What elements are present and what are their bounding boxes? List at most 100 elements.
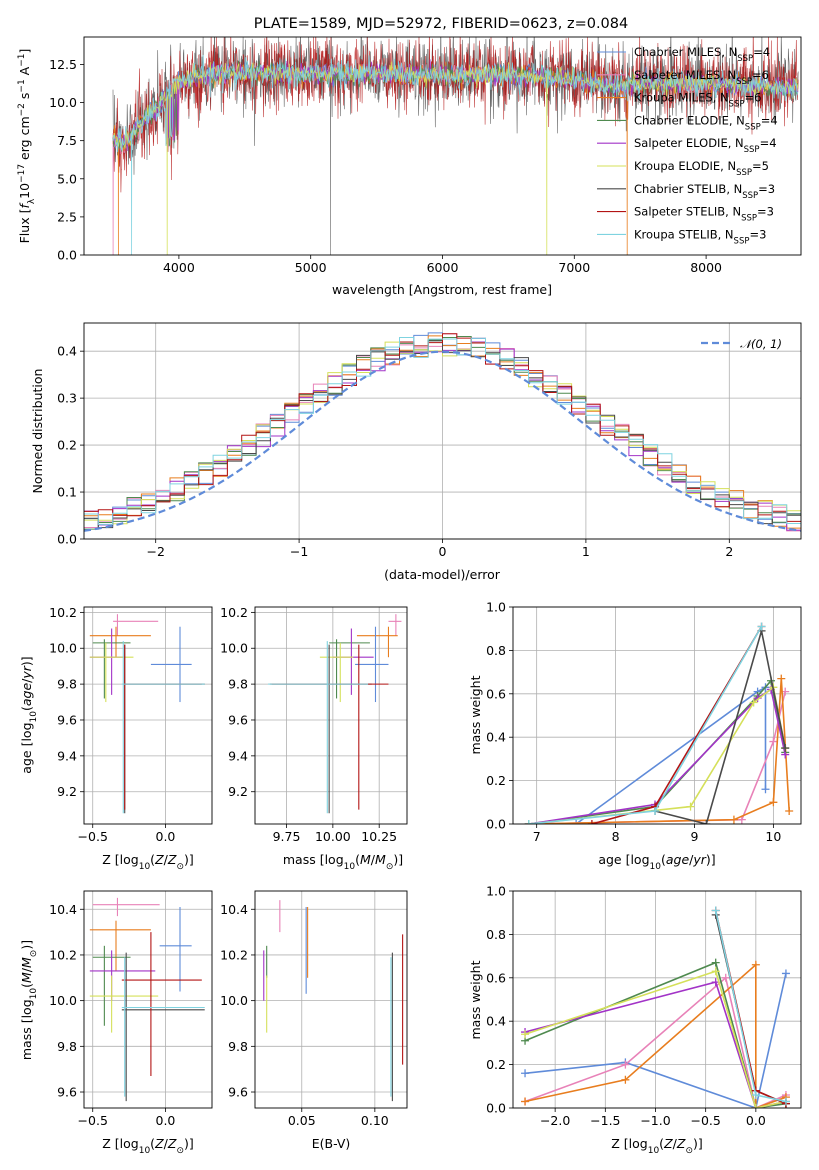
legend-entry-value: =6 [752,68,769,82]
age-vs-mass-plot-area [267,614,402,814]
age-vs-Z-xlabel-part: Z [167,852,177,867]
mass-vs-Z-xlabel: Z [log10(Z/Z⊙)] [102,1136,194,1156]
series-marker [521,1069,530,1078]
spectrum-y-tick-label: 2.5 [57,209,77,224]
legend-entry-text: Chabrier ELODIE, N [634,113,745,127]
spectrum-y-tick-label: 7.5 [57,133,77,148]
age-vs-mass-y-tick-label: 9.8 [228,677,248,692]
legend-entry-value: =4 [753,45,770,59]
weight-vs-age-y-tick-label: 1.0 [486,600,506,615]
weight-vs-age-xlabel-part: 10 [650,862,662,872]
series-marker [711,967,720,976]
spectrum-ylabel-part: −1 [17,53,27,66]
spectrum-ylabel-part: ] [17,49,32,54]
data-point-salpeter-stelib [271,644,389,810]
series-marker [777,674,786,683]
residuals-plot-area [84,332,801,532]
data-point-kroupa-stelib [121,641,205,814]
spectrum-ylabel-part: f [17,203,32,209]
data-point-chabrier-stelib [123,644,205,814]
mass-vs-Z-y-tick-label: 9.8 [57,1039,77,1054]
data-point-kroupa-miles [89,626,151,658]
mass-vs-EBV-y-tick-label: 9.8 [228,1039,248,1054]
weight-vs-age-x-tick-label: 8 [612,829,620,844]
mass-vs-Z-ylabel-part: 10 [29,988,39,1000]
weight-vs-Z-y-tick-label: 0.8 [486,927,506,942]
mass-vs-Z-xlabel-part: ⊙ [176,1146,184,1156]
series-marker [521,1030,530,1039]
weight-vs-age-plot-area [524,622,794,824]
mass-vs-EBV-grid [255,891,407,1108]
weight-vs-Z-x-tick-label: −1.5 [590,1113,620,1128]
legend-entry-sub: SSP [734,236,750,246]
data-point-salpeter-miles [388,614,402,636]
series-marker [621,1075,630,1084]
series-marker [781,744,790,753]
series-marker [702,820,711,824]
age-vs-Z-xlabel-part: Z [log [102,852,138,867]
weight-vs-Z-plot-area [521,906,790,1108]
mass-vs-EBV-y-tick-label: 10.4 [220,902,248,917]
age-vs-Z-x-tick-label: −0.5 [78,829,108,844]
series-marker [751,1090,760,1099]
data-point-chabrier-elodie [329,639,370,699]
data-point-salpeter-elodie [89,628,125,695]
series-marker [757,622,766,631]
weight-vs-Z-xlabel-part: Z [log [611,1136,647,1151]
mass-vs-Z-ylabel-part: ( [19,983,34,988]
residuals-x-tick-label: −2 [146,544,164,559]
weight-vs-Z-y-tick-label: 1.0 [486,884,506,899]
age-vs-Z-y-tick-label: 9.2 [57,784,77,799]
histogram-kroupa-stelib [84,337,801,525]
legend-entry: Kroupa MILES, NSSP=6 [634,91,761,110]
weight-vs-age-ylabel: mass weight [468,675,483,754]
mass-vs-Z-y-tick-label: 9.6 [57,1085,77,1100]
weight-vs-Z-ylabel: mass weight [468,960,483,1039]
legend-entry-sub: SSP [745,122,761,132]
mass-vs-Z-grid [84,891,212,1108]
age-vs-Z-xlabel-part: Z [154,852,164,867]
residuals-y-tick-label: 0.2 [57,438,77,453]
legend-entry-value: =3 [758,182,775,196]
age-vs-mass-xlabel: mass [log10(M/M⊙)] [283,852,403,872]
mass-vs-EBV-xlabel: E(B-V) [312,1136,351,1151]
data-point-chabrier-miles [355,626,389,703]
legend-entry-text: Kroupa STELIB, N [634,227,734,241]
legend-entry-text: Chabrier MILES, N [634,45,737,59]
mass-vs-Z-plot-area [89,897,205,1102]
age-vs-mass-xlabel-part: 10 [344,862,356,872]
age-vs-mass-xlabel-part: ⊙ [386,862,394,872]
spectrum-x-tick-label: 5000 [295,260,327,275]
histogram-chabrier-stelib [84,340,801,529]
spectrum-ylabel-part: λ [27,198,37,204]
weight-vs-Z-xlabel-part: ( [659,1136,664,1151]
weight-vs-age-xlabel-part: yr [692,852,706,867]
spectrum-y-tick-label: 0.0 [57,248,77,263]
legend-entry-text: Kroupa ELODIE, N [634,159,736,173]
series-marker [751,1104,760,1108]
residuals-ylabel: Normed distribution [30,369,45,494]
data-point-salpeter-elodie [332,628,374,695]
histogram-kroupa-elodie [84,341,801,525]
weight-vs-Z-y-tick-label: 0.2 [486,1057,506,1072]
weight-vs-Z-y-tick-label: 0.4 [486,1014,506,1029]
series-line-kroupa-elodie [524,970,787,1108]
weight-vs-age-xlabel-part: )] [706,852,716,867]
series-marker [781,1097,790,1106]
mass-vs-Z-xlabel-part: / [164,1136,169,1151]
mass-vs-Z-ylabel: mass [log10(M/M⊙)] [19,940,39,1060]
age-vs-Z-xlabel: Z [log10(Z/Z⊙)] [102,852,194,872]
mass-vs-EBV-x-tick-label: 0.05 [288,1113,316,1128]
weight-vs-Z-y-tick-label: 0.6 [486,970,506,985]
spectrum-ylabel-part: erg cm [17,116,32,164]
legend-entry-value: =4 [761,113,778,127]
mass-vs-Z-xlabel-part: Z [log [102,1136,138,1151]
data-point-chabrier-stelib [121,952,205,1102]
data-point-kroupa-miles [356,626,398,658]
mass-vs-EBV-y-tick-label: 9.6 [228,1085,248,1100]
age-vs-Z-ylabel-part: / [19,678,34,683]
weight-vs-age-y-tick-label: 0.6 [486,686,506,701]
data-point-kroupa-elodie [89,642,134,703]
age-vs-Z-ylabel-part: age [19,683,34,707]
age-vs-Z-xlabel-part: / [164,852,169,867]
